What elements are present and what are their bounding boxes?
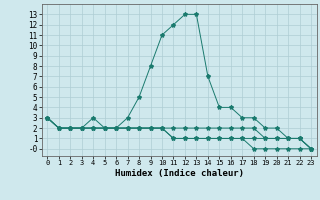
- X-axis label: Humidex (Indice chaleur): Humidex (Indice chaleur): [115, 169, 244, 178]
